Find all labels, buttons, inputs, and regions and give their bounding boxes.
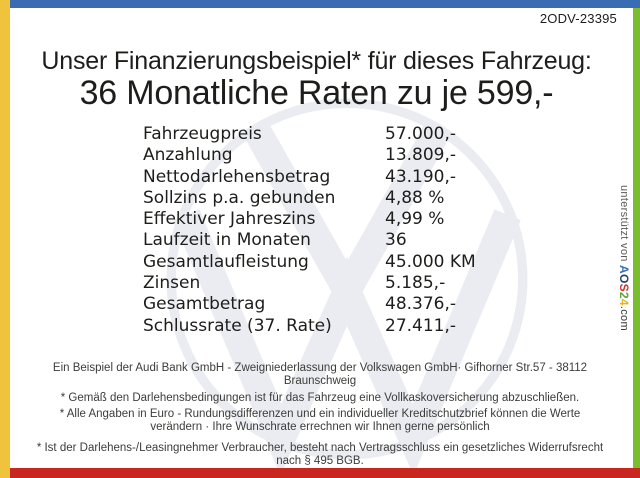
table-row: Schlussrate (37. Rate) 27.411,- bbox=[143, 316, 476, 337]
vw-logo-icon bbox=[166, 98, 528, 468]
finance-label: Gesamtbetrag bbox=[143, 294, 266, 315]
frame-right-bar bbox=[633, 8, 640, 468]
table-row: Zinsen 5.185,- bbox=[143, 273, 476, 294]
table-row: Effektiver Jahreszins 4,99 % bbox=[143, 209, 476, 230]
finance-label: Sollzins p.a. gebunden bbox=[143, 187, 336, 208]
finance-value: 45.000 KM bbox=[385, 251, 476, 272]
frame-bottom-bar bbox=[10, 468, 640, 478]
finance-value: 27.411,- bbox=[385, 315, 457, 336]
table-row: Fahrzeugpreis 57.000,- bbox=[143, 124, 476, 145]
finance-value: 4,99 % bbox=[385, 209, 445, 230]
disclaimer-line: * Alle Angaben in Euro - Rundungsdiffere… bbox=[59, 408, 581, 434]
brand-letter-a: A bbox=[617, 265, 631, 274]
finance-label: Nettodarlehensbetrag bbox=[143, 166, 331, 187]
finance-label: Gesamtlaufleistung bbox=[143, 251, 309, 272]
finance-label: Laufzeit in Monaten bbox=[143, 230, 311, 251]
finance-label: Schlussrate (37. Rate) bbox=[143, 315, 332, 336]
brand-letter-4: 4 bbox=[617, 298, 631, 306]
brand-letter-2: 2 bbox=[617, 291, 631, 299]
finance-value: 43.190,- bbox=[385, 166, 457, 187]
brand-letter-o: O bbox=[617, 273, 631, 284]
rate-heading: 36 Monatliche Raten zu je 599,- bbox=[79, 74, 554, 112]
disclaimer-line: Ein Beispiel der Audi Bank GmbH - Zweign… bbox=[52, 362, 588, 387]
table-row: Gesamtlaufleistung 45.000 KM bbox=[143, 252, 476, 273]
frame-left-bar bbox=[0, 0, 10, 478]
table-row: Sollzins p.a. gebunden 4,88 % bbox=[143, 188, 476, 209]
finance-value: 4,88 % bbox=[385, 187, 445, 208]
finance-value: 5.185,- bbox=[385, 273, 446, 294]
table-row: Anzahlung 13.809,- bbox=[143, 145, 476, 166]
finance-value: 48.376,- bbox=[385, 294, 457, 315]
finance-table: Fahrzeugpreis 57.000,- Anzahlung 13.809,… bbox=[143, 124, 476, 337]
finance-label: Zinsen bbox=[143, 273, 201, 294]
disclaimer-line: * Ist der Darlehens-/Leasingnehmer Verbr… bbox=[36, 441, 604, 467]
finance-label: Fahrzeugpreis bbox=[143, 124, 262, 144]
finance-label: Anzahlung bbox=[143, 145, 233, 166]
footer-disclaimer: Ein Beispiel der Audi Bank GmbH - Zweign… bbox=[36, 362, 604, 472]
table-row: Nettodarlehensbetrag 43.190,- bbox=[143, 167, 476, 188]
table-row: Gesamtbetrag 48.376,- bbox=[143, 294, 476, 315]
brand-suffix: .com bbox=[618, 305, 630, 331]
brand-prefix: unterstützt von bbox=[618, 185, 630, 266]
document-code: 2ODV-23395 bbox=[539, 11, 617, 26]
finance-label: Effektiver Jahreszins bbox=[143, 209, 316, 230]
finance-value: 36 bbox=[385, 230, 407, 251]
main-heading: Unser Finanzierungsbeispiel* für dieses … bbox=[41, 47, 592, 75]
disclaimer-line: * Gemäß den Darlehensbedingungen ist für… bbox=[60, 391, 580, 404]
finance-value: 13.809,- bbox=[385, 145, 457, 166]
frame-top-bar bbox=[10, 0, 640, 8]
table-row: Laufzeit in Monaten 36 bbox=[143, 230, 476, 251]
brand-letter-s: S bbox=[617, 283, 631, 292]
supporter-brand-vertical: unterstützt von AOS24.com bbox=[617, 185, 631, 345]
finance-value: 57.000,- bbox=[385, 124, 457, 144]
